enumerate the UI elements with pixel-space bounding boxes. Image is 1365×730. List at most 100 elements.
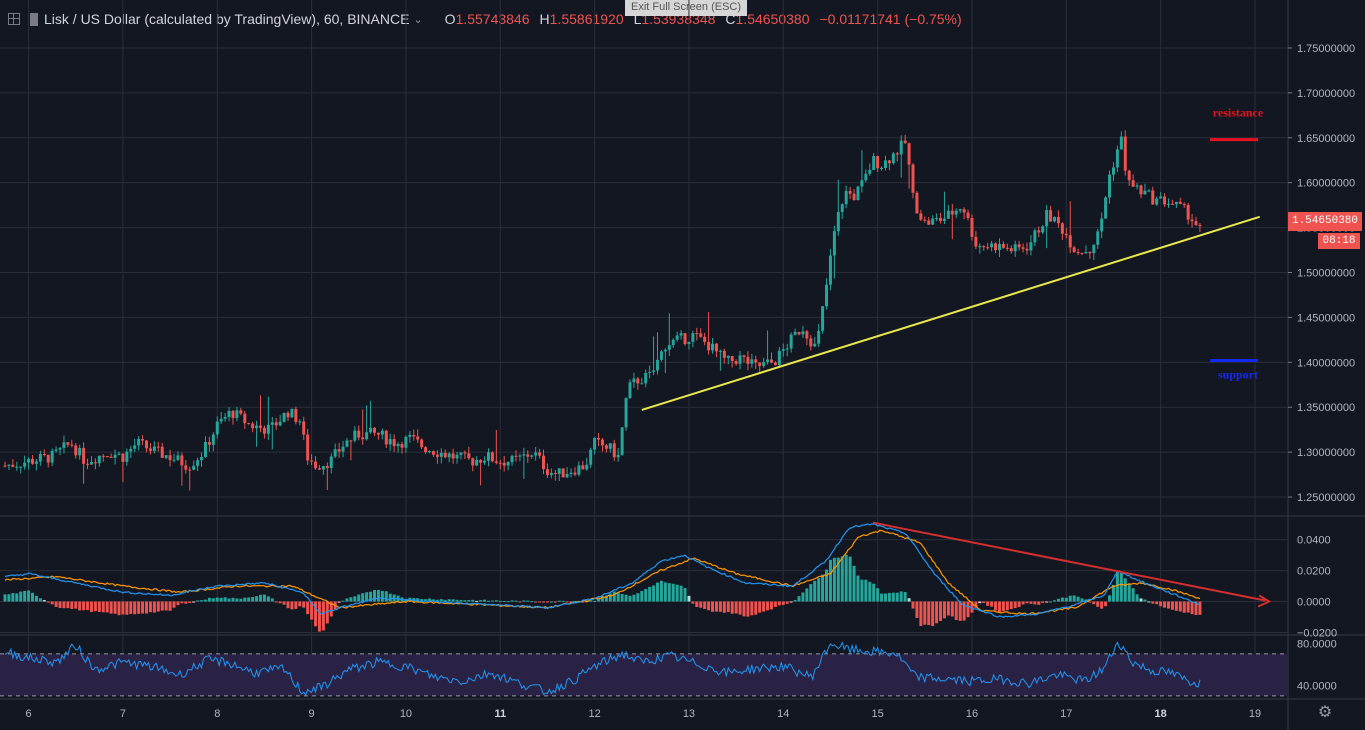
macd-histogram-bar [329,601,333,617]
macd-histogram-bar [317,601,321,632]
resistance-label: resistance [1213,106,1264,120]
close-label: C [725,11,736,27]
candle-body [844,190,848,205]
macd-histogram-bar [1131,588,1135,602]
candle-body [101,455,105,457]
candle-body [211,434,215,445]
open-label: O [444,11,456,27]
macd-histogram-bar [856,575,860,602]
macd-histogram-bar [203,599,207,602]
macd-histogram-bar [742,601,746,617]
candle-body [758,362,762,366]
candle-body [329,456,333,469]
macd-histogram-bar [1167,601,1171,609]
fullscreen-icon[interactable] [30,12,38,26]
macd-histogram-bar [137,601,141,614]
gear-icon[interactable]: ⚙ [1317,704,1333,721]
candle-body [966,212,970,219]
candle-body [1005,247,1009,249]
candle-body [726,356,730,358]
chevron-down-icon[interactable]: ⌄ [413,13,423,26]
macd-histogram-bar [1186,601,1190,613]
candle-body [659,351,663,360]
macd-histogram-bar [50,601,54,605]
macd-histogram-bar [561,600,565,602]
candle-body [1084,251,1088,254]
candle-body [1123,136,1127,171]
macd-histogram-bar [817,578,821,602]
macd-histogram-bar [636,593,640,602]
candle-body [506,462,510,466]
candle-body [278,421,282,426]
candle-body [384,430,388,445]
macd-histogram-bar [687,595,691,602]
candle-body [742,355,746,357]
symbol-label[interactable]: Lisk / US Dollar (calculated by TradingV… [44,11,410,27]
macd-histogram-bar [923,601,927,625]
candle-body [298,421,302,423]
macd-histogram-bar [549,601,553,603]
candle-body [832,231,836,256]
macd-histogram-bar [773,601,777,607]
candle-body [644,372,648,384]
candle-body [789,334,793,349]
candle-body [793,332,797,335]
candle-body [361,437,365,440]
macd-histogram-bar [667,583,671,602]
macd-histogram-bar [1041,601,1045,603]
candle-body [62,442,66,448]
macd-histogram-bar [746,601,750,617]
candle-body [66,442,70,445]
candle-body [42,454,46,456]
candle-body [58,447,62,450]
candle-body [19,466,23,468]
macd-histogram-bar [1135,594,1139,602]
macd-histogram-bar [207,597,211,602]
macd-histogram-bar [23,590,27,602]
macd-histogram-bar [7,594,11,602]
candle-body [502,462,506,466]
macd-histogram-bar [278,601,282,604]
candle-body [266,424,270,434]
macd-histogram-bar [699,601,703,608]
macd-histogram-bar [966,601,970,618]
rsi-tick-label: 40.0000 [1297,680,1337,692]
candle-body [200,457,204,461]
x-tick-label: 18 [1155,708,1167,720]
macd-histogram-bar [514,600,518,602]
macd-tick-label: 0.0200 [1297,566,1331,578]
macd-histogram-bar [196,600,200,602]
candle-body [160,446,164,458]
candle-body [565,473,569,478]
candle-body [950,210,954,215]
macd-histogram-bar [498,600,502,602]
x-tick-label: 17 [1060,708,1072,720]
candle-body [369,427,373,433]
candle-body [243,413,247,424]
high-label: H [539,11,550,27]
candle-body [1167,203,1171,205]
macd-histogram-bar [1119,572,1123,602]
candle-body [1029,242,1033,251]
exit-fullscreen-button[interactable]: Exit Full Screen (ESC) [625,0,747,16]
macd-histogram-bar [369,591,373,602]
macd-histogram-bar [738,601,742,615]
macd-histogram-bar [612,591,616,602]
macd-histogram-bar [978,601,982,604]
macd-histogram-bar [251,597,255,602]
candle-body [1198,225,1202,227]
high-value: 1.55861920 [549,11,624,27]
macd-histogram-bar [565,601,569,603]
macd-histogram-bar [357,594,361,602]
expand-icon[interactable] [8,13,20,25]
candle-body [718,350,722,352]
macd-histogram-bar [38,598,42,602]
candle-body [443,452,447,458]
macd-histogram-bar [1029,601,1033,604]
candle-body [1076,252,1080,254]
price-tick-label: 1.70000000 [1297,88,1355,100]
candle-body [152,446,156,451]
macd-histogram-bar [604,595,608,602]
macd-histogram-bar [600,596,604,602]
